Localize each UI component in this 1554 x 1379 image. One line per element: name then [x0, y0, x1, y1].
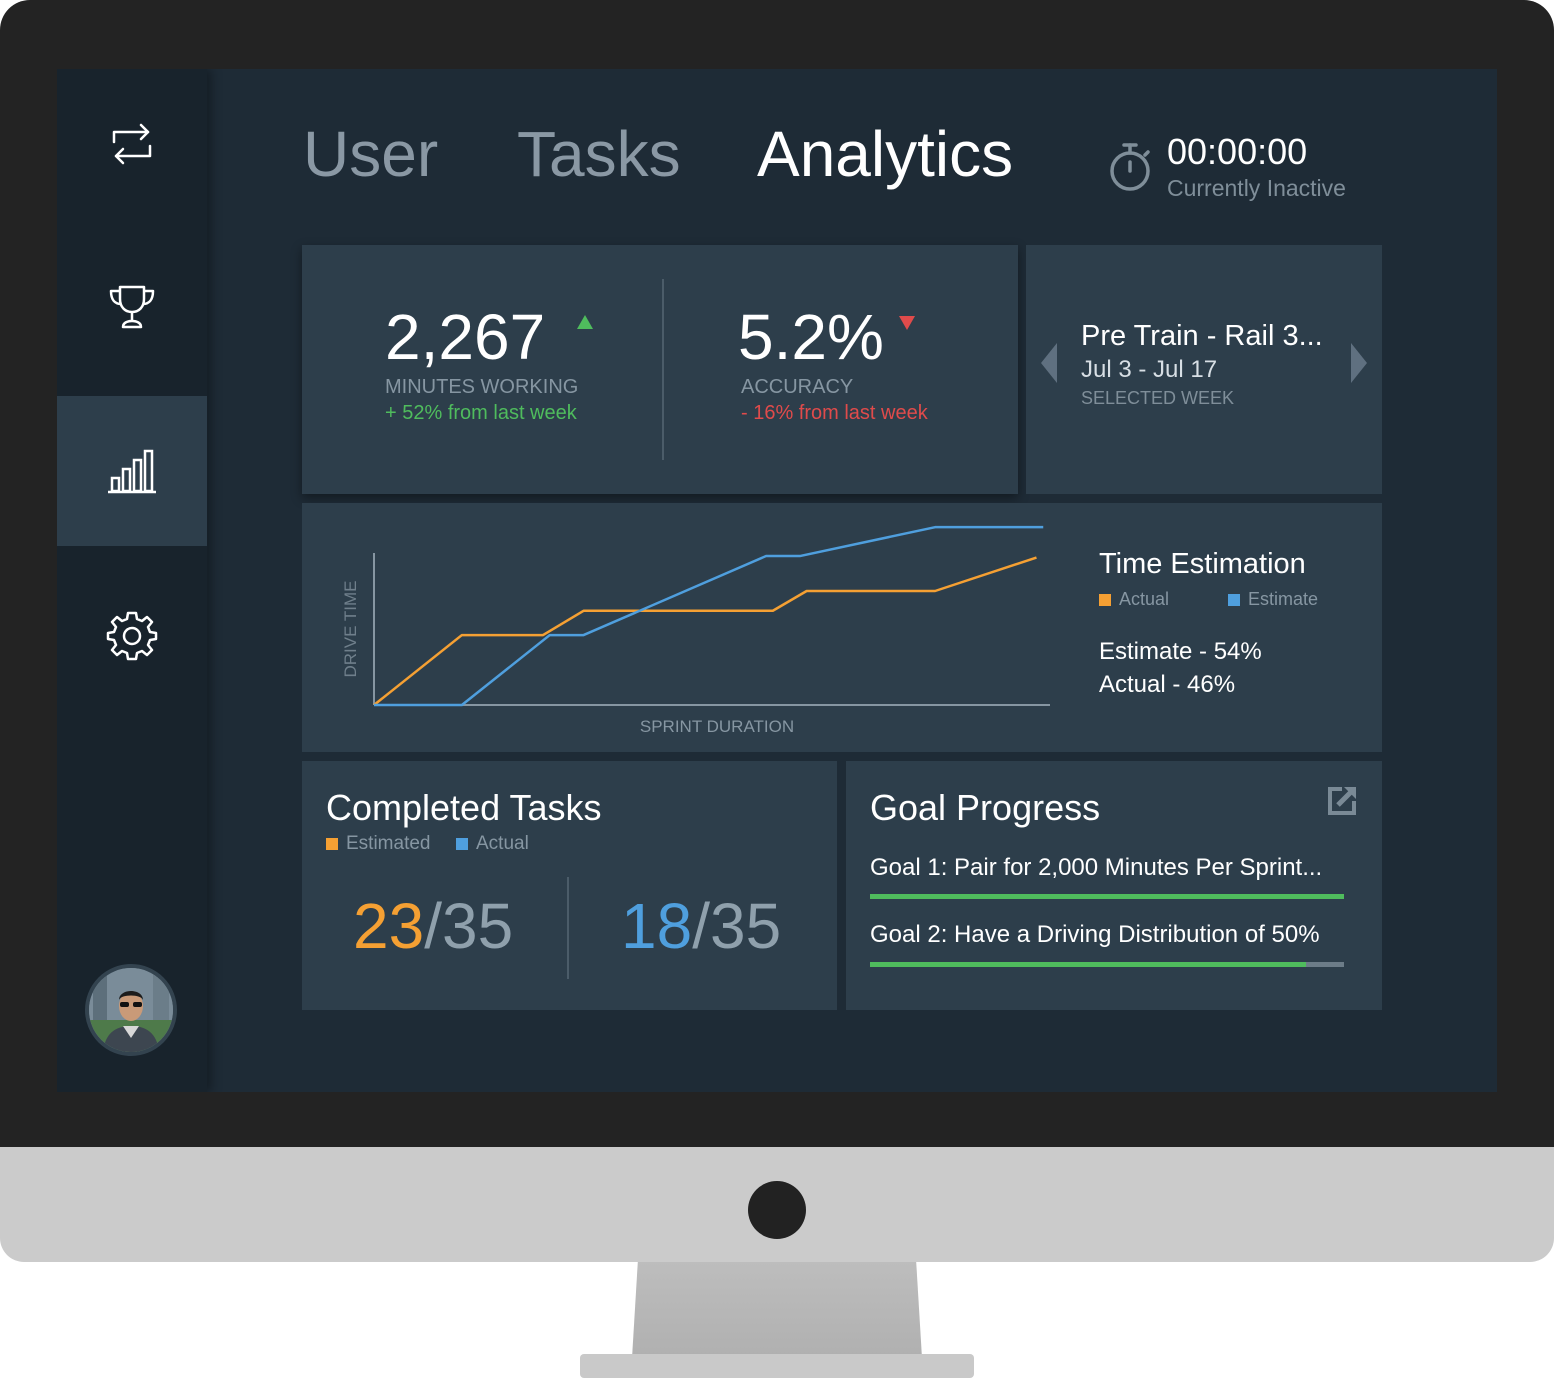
- avatar[interactable]: [85, 964, 177, 1056]
- chevron-right-icon[interactable]: [1351, 343, 1367, 383]
- legend-estimated-label: Estimated: [346, 833, 431, 854]
- series-line-actual: [373, 556, 1037, 706]
- swap-arrows-icon: [112, 123, 152, 165]
- stats-card: 2,267 MINUTES WORKING + 52% from last we…: [302, 245, 1018, 494]
- goal-2-progress-bar: [870, 962, 1344, 967]
- goal-1-text[interactable]: Goal 1: Pair for 2,000 Minutes Per Sprin…: [870, 854, 1323, 881]
- sidebar-item-trophy[interactable]: [57, 232, 207, 382]
- tab-user[interactable]: User: [303, 118, 439, 190]
- legend-estimate-label: Estimate: [1248, 589, 1319, 609]
- time-estimation-card: DRIVE TIME SPRINT DURATION Time Estimati…: [302, 503, 1382, 752]
- minutes-value: 2,267: [385, 301, 546, 373]
- goal-1-progress-bar: [870, 894, 1344, 899]
- actual-total: /35: [692, 890, 782, 962]
- tab-analytics[interactable]: Analytics: [757, 118, 1014, 190]
- goal-1-progress-fill: [870, 894, 1344, 899]
- app-screen: User Tasks Analytics 00:00:00 Currently …: [57, 69, 1497, 1092]
- estimated-total: /35: [424, 890, 514, 962]
- expand-icon[interactable]: [1326, 785, 1358, 817]
- goal-progress-card: Goal Progress Goal 1: Pair for 2,000 Min…: [846, 761, 1382, 1010]
- legend-swatch-estimate: [1228, 594, 1240, 607]
- estimate-stat: Estimate - 54%: [1099, 638, 1262, 665]
- chevron-left-icon[interactable]: [1041, 343, 1057, 383]
- legend-swatch-actual: [1099, 594, 1111, 607]
- sidebar-item-swap[interactable]: [57, 69, 207, 219]
- series-line-estimate: [374, 525, 1044, 707]
- sidebar-item-settings[interactable]: [57, 560, 207, 710]
- legend-actual: Actual: [1099, 589, 1169, 610]
- legend-swatch-actual-tasks: [456, 837, 468, 850]
- sidebar-item-analytics[interactable]: [57, 396, 207, 546]
- estimated-count: 23: [353, 890, 425, 962]
- legend-actual-label: Actual: [1119, 589, 1170, 609]
- week-dates: Jul 3 - Jul 17: [1081, 356, 1218, 383]
- minutes-label: MINUTES WORKING: [385, 376, 579, 398]
- accuracy-label: ACCURACY: [741, 376, 854, 398]
- stopwatch-icon[interactable]: [1106, 141, 1154, 193]
- week-label: SELECTED WEEK: [1081, 388, 1235, 408]
- goal-2-text[interactable]: Goal 2: Have a Driving Distribution of 5…: [870, 921, 1320, 948]
- accuracy-value: 5.2%: [738, 301, 884, 373]
- accuracy-change: - 16% from last week: [741, 402, 928, 424]
- monitor-foot: [580, 1354, 974, 1378]
- estimated-ratio: 23/35: [353, 889, 513, 963]
- timer-value: 00:00:00: [1167, 131, 1308, 172]
- legend-actual-tasks: Actual: [456, 833, 529, 855]
- completed-tasks-title: Completed Tasks: [326, 787, 602, 828]
- week-selector-card: Pre Train - Rail 3... Jul 3 - Jul 17 SEL…: [1026, 245, 1382, 494]
- week-title: Pre Train - Rail 3...: [1081, 320, 1323, 352]
- actual-ratio: 18/35: [621, 889, 781, 963]
- y-axis-label: DRIVE TIME: [341, 581, 360, 678]
- sidebar: [57, 69, 207, 1092]
- bar-chart-icon: [108, 449, 156, 494]
- goal-progress-title: Goal Progress: [870, 787, 1101, 828]
- trend-up-icon: [577, 315, 593, 329]
- time-estimation-chart: DRIVE TIME SPRINT DURATION: [341, 525, 1050, 736]
- stats-divider: [662, 279, 664, 460]
- actual-count: 18: [621, 890, 693, 962]
- time-estimation-title: Time Estimation: [1099, 548, 1306, 580]
- actual-stat: Actual - 46%: [1099, 671, 1236, 698]
- minutes-change: + 52% from last week: [385, 402, 577, 424]
- completed-tasks-card: Completed Tasks Estimated Actual 23/35 1…: [302, 761, 837, 1010]
- gear-icon: [106, 611, 158, 661]
- legend-estimate: Estimate: [1228, 589, 1318, 610]
- goal-2-progress-fill: [870, 962, 1307, 967]
- monitor-stand: [632, 1262, 922, 1358]
- legend-estimated: Estimated: [326, 833, 430, 855]
- trend-down-icon: [899, 316, 915, 330]
- tab-tasks[interactable]: Tasks: [517, 118, 681, 190]
- monitor-logo: [748, 1181, 806, 1239]
- tasks-divider: [567, 877, 569, 979]
- legend-actual-tasks-label: Actual: [476, 833, 529, 854]
- x-axis-label: SPRINT DURATION: [640, 717, 794, 736]
- user-avatar-icon: [89, 968, 173, 1052]
- trophy-icon: [109, 285, 155, 329]
- timer-status: Currently Inactive: [1167, 175, 1346, 201]
- legend-swatch-estimated: [326, 837, 338, 850]
